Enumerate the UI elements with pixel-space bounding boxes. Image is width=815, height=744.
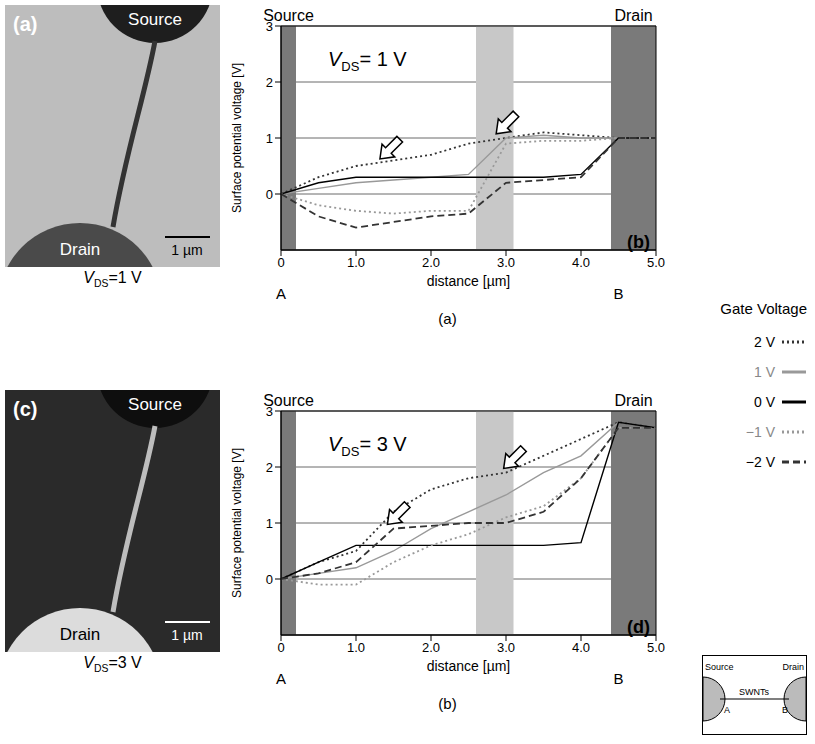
html-text:VDS= 3 V: VDS= 3 V [328,433,407,459]
html-text:(d): (d) [627,617,650,637]
svg-text:Source: Source [263,7,314,24]
svg-text:3: 3 [266,19,273,34]
svg-text:SWNTs: SWNTs [739,687,769,697]
svg-text:A: A [276,285,286,302]
svg-text:Source: Source [263,392,314,409]
svg-text:Source: Source [128,10,182,29]
svg-text:B: B [782,705,788,715]
html-text:0 V: 0 V [754,394,775,410]
svg-text:5.0: 5.0 [647,640,665,655]
html-text:1 V: 1 V [754,364,775,380]
svg-text:Drain: Drain [60,625,101,644]
svg-text:4.0: 4.0 [572,640,590,655]
svg-text:Source: Source [705,662,734,672]
svg-text:Source: Source [128,395,182,414]
html-text:Gate Voltage: Gate Voltage [720,300,807,317]
svg-text:1 µm: 1 µm [171,627,202,643]
html-text:(b): (b) [627,232,650,252]
html-text:(b): (b) [438,695,457,712]
svg-text:B: B [613,670,623,687]
html-text:VDS=1 V: VDS=1 V [83,269,142,290]
svg-text:distance [µm]: distance [µm] [427,658,511,674]
svg-text:1 µm: 1 µm [171,242,202,258]
svg-text:3.0: 3.0 [497,255,515,270]
html-text:VDS=3 V: VDS=3 V [83,654,142,675]
svg-text:3: 3 [266,404,273,419]
svg-text:1: 1 [266,131,273,146]
svg-text:Surface potential voltage [V]: Surface potential voltage [V] [230,63,244,213]
svg-text:0: 0 [266,187,273,202]
svg-text:3.0: 3.0 [497,640,515,655]
html-text:−2 V: −2 V [745,454,775,470]
html-text:2 V: 2 V [754,334,775,350]
svg-text:Drain: Drain [614,392,652,409]
html-text:(a): (a) [438,310,457,327]
svg-text:(a): (a) [13,13,37,35]
svg-text:(c): (c) [13,398,37,420]
svg-text:1.0: 1.0 [347,255,365,270]
svg-text:0: 0 [277,255,284,270]
svg-text:distance [µm]: distance [µm] [427,273,511,289]
svg-text:1: 1 [266,516,273,531]
svg-text:2: 2 [266,75,273,90]
svg-text:1.0: 1.0 [347,640,365,655]
svg-text:Drain: Drain [614,7,652,24]
svg-text:Drain: Drain [60,240,101,259]
svg-text:B: B [613,285,623,302]
html-text:−1 V: −1 V [745,424,775,440]
svg-text:0: 0 [277,640,284,655]
svg-text:0: 0 [266,572,273,587]
svg-text:A: A [276,670,286,687]
svg-text:5.0: 5.0 [647,255,665,270]
svg-text:Surface potential voltage [V]: Surface potential voltage [V] [230,448,244,598]
html-text:VDS= 1 V: VDS= 1 V [328,48,407,74]
svg-text:2: 2 [266,460,273,475]
svg-text:A: A [724,705,730,715]
svg-text:2.0: 2.0 [422,255,440,270]
svg-text:2.0: 2.0 [422,640,440,655]
svg-text:Drain: Drain [782,662,804,672]
svg-text:4.0: 4.0 [572,255,590,270]
